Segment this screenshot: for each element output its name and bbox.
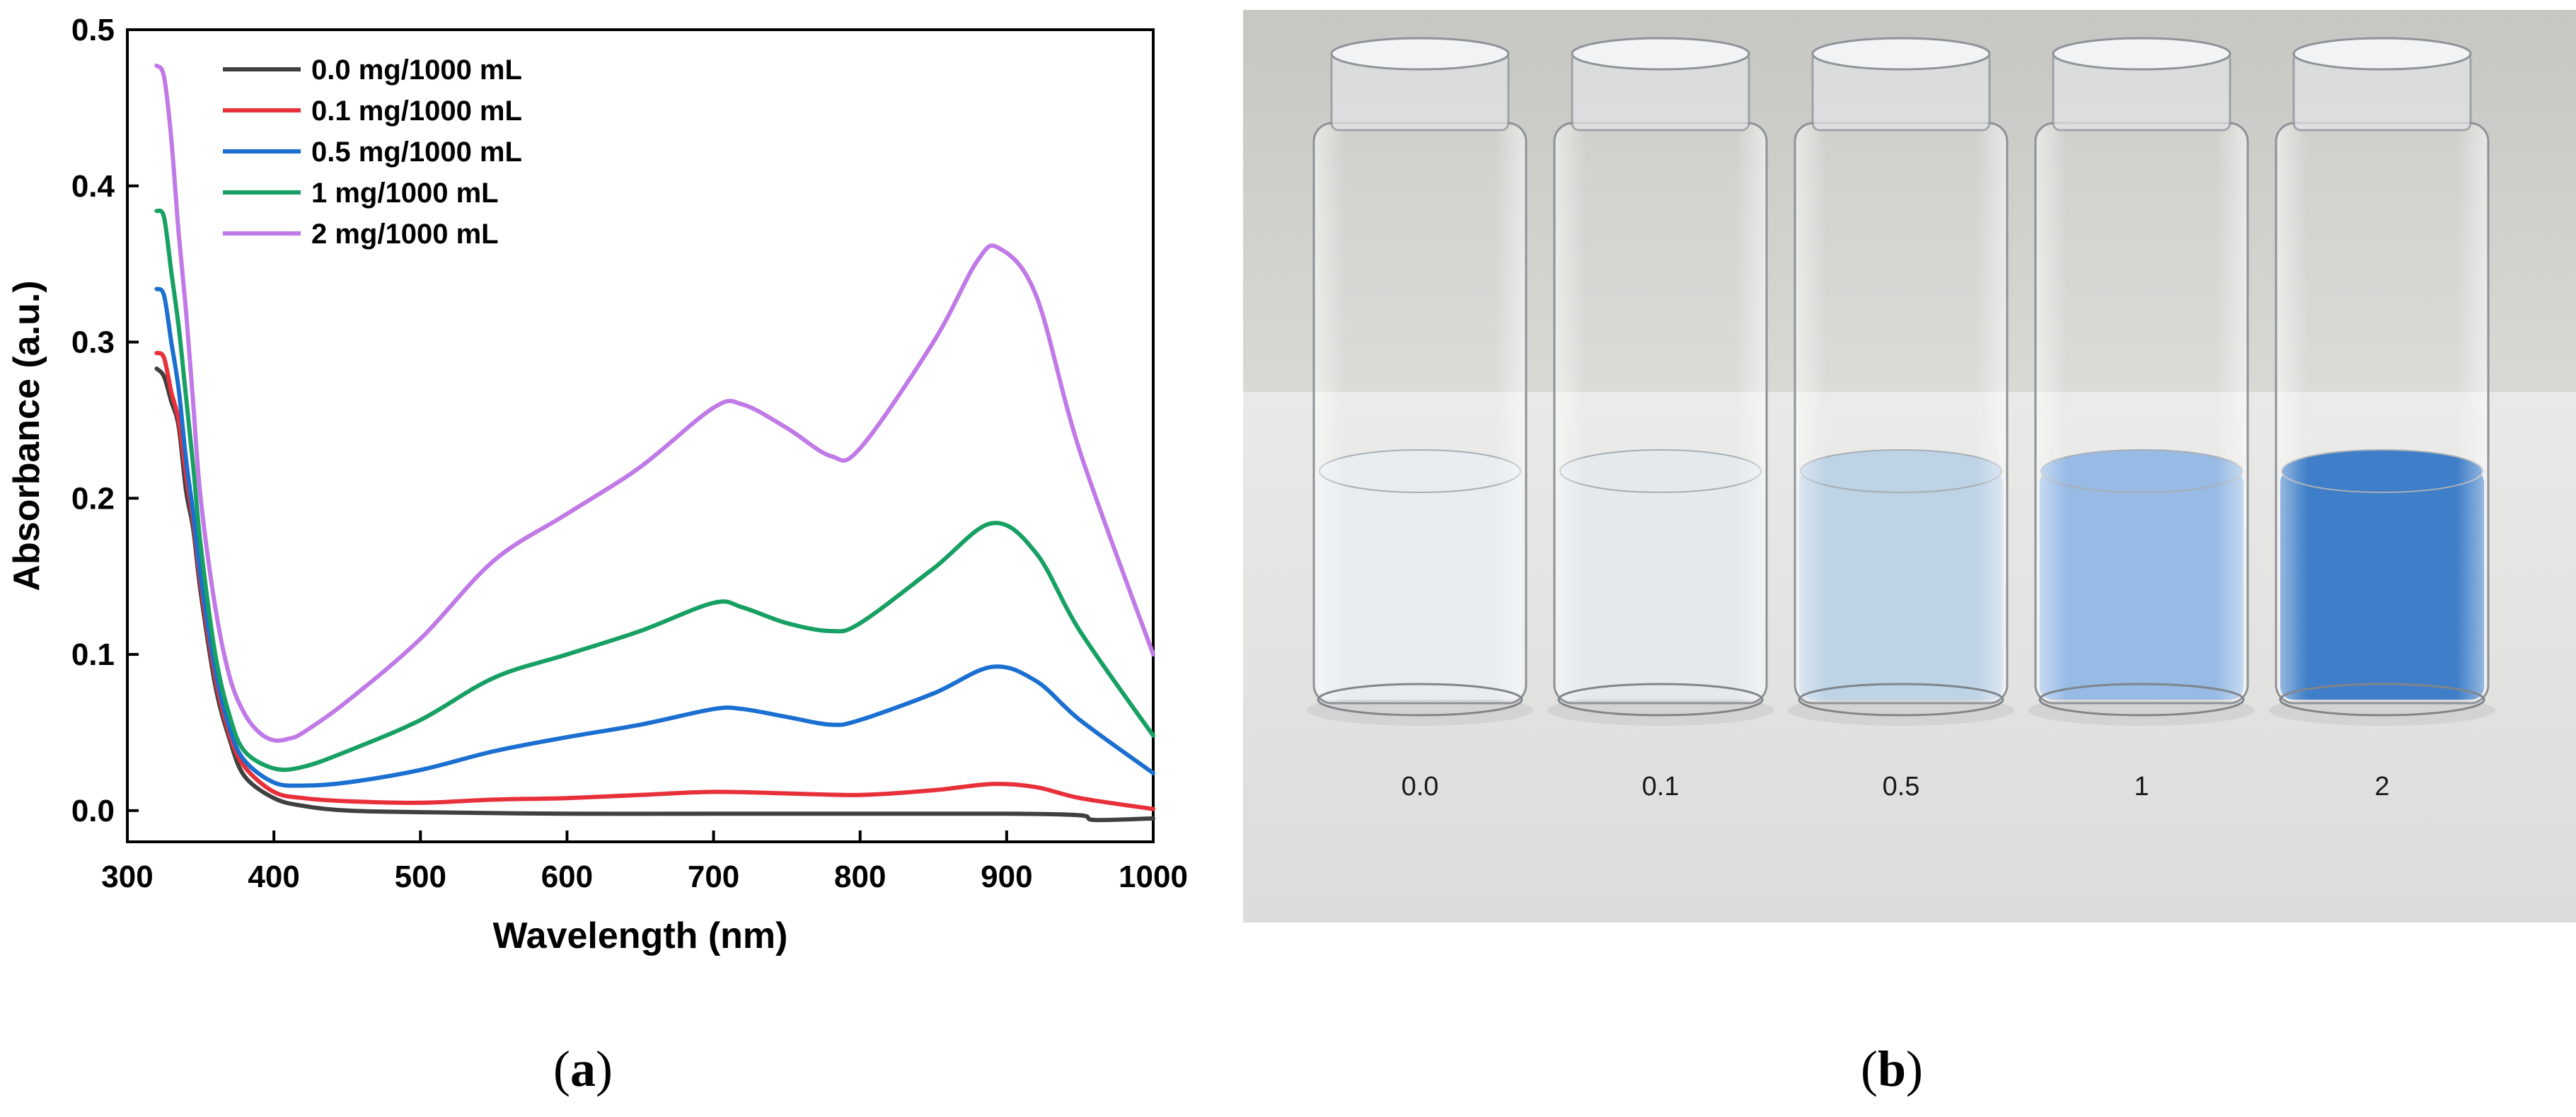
plot-frame — [126, 28, 1155, 843]
x-tick-label: 1000 — [1119, 860, 1188, 894]
vials: 0.0 0.1 0.5 1 2 — [1307, 37, 2495, 801]
vial-label: 0.1 — [1642, 772, 1680, 801]
vial-glass — [1553, 122, 1768, 705]
y-axis-ticks: 0.0 0.1 0.2 0.3 0.4 0.5 — [71, 13, 139, 828]
legend-label-3: 1 mg/1000 mL — [311, 178, 499, 209]
x-tick-label: 600 — [541, 860, 593, 894]
vial-rim — [1811, 37, 1991, 71]
y-tick-label: 0.3 — [71, 325, 115, 360]
x-tick-label: 800 — [834, 860, 886, 894]
vial-rim — [1571, 37, 1750, 71]
vial-base — [1557, 683, 1764, 717]
y-tick-label: 0.2 — [71, 481, 115, 516]
legend-label-0: 0.0 mg/1000 mL — [311, 54, 522, 86]
series-line-4 — [154, 63, 1155, 743]
vial-rim — [2052, 37, 2231, 71]
vial-label: 0.0 — [1402, 772, 1439, 801]
vial-label: 1 — [2134, 772, 2149, 801]
series-lines — [154, 63, 1155, 823]
panel-a-caption: (a) — [553, 1041, 613, 1097]
legend: 0.0 mg/1000 mL 0.1 mg/1000 mL 0.5 mg/1000 … — [223, 54, 522, 250]
series-line-1 — [154, 351, 1155, 811]
series-line-3 — [154, 208, 1155, 772]
y-tick-label: 0.4 — [71, 169, 115, 204]
x-tick-label: 900 — [981, 860, 1032, 894]
y-tick-label: 0.5 — [71, 13, 115, 47]
vial-photo: 0.0 0.1 0.5 1 2 — [1243, 10, 2576, 922]
vial-1: 0.1 — [1547, 37, 1774, 801]
vial-rim — [2292, 37, 2472, 71]
y-tick-label: 0.1 — [71, 637, 115, 672]
vial-rim — [1330, 37, 1510, 71]
vial-base — [1317, 683, 1523, 717]
vial-0: 0.0 — [1307, 37, 1533, 801]
x-tick-label: 400 — [248, 860, 299, 894]
vial-glass — [2275, 122, 2490, 705]
vial-2: 0.5 — [1788, 37, 2014, 801]
x-axis-ticks: 300 400 500 600 700 800 900 1000 — [101, 830, 1188, 894]
legend-label-2: 0.5 mg/1000 mL — [311, 137, 522, 168]
x-tick-label: 500 — [395, 860, 446, 894]
legend-label-1: 0.1 mg/1000 mL — [311, 96, 522, 127]
x-axis-title: Wavelength (nm) — [493, 915, 788, 956]
vial-glass — [1312, 122, 1527, 705]
series-line-2 — [154, 287, 1155, 788]
vial-base — [2038, 683, 2245, 717]
vial-base — [1798, 683, 2004, 717]
vial-base — [2279, 683, 2485, 717]
series-line-0 — [154, 366, 1155, 823]
vial-4: 2 — [2269, 37, 2495, 801]
y-axis-title: Absorbance (a.u.) — [6, 280, 47, 591]
vial-glass — [2034, 122, 2249, 705]
x-tick-label: 700 — [688, 860, 739, 894]
panel-b-caption: (b) — [1861, 1041, 1924, 1097]
legend-label-4: 2 mg/1000 mL — [311, 219, 499, 250]
vial-3: 1 — [2028, 37, 2255, 801]
vial-label: 2 — [2374, 772, 2389, 801]
y-tick-label: 0.0 — [71, 794, 115, 828]
vial-glass — [1794, 122, 2009, 705]
absorbance-chart: 300 400 500 600 700 800 900 1000 0.00.10.20.30.… — [6, 13, 1188, 956]
vial-label: 0.5 — [1883, 772, 1920, 801]
x-tick-label: 300 — [101, 860, 153, 894]
